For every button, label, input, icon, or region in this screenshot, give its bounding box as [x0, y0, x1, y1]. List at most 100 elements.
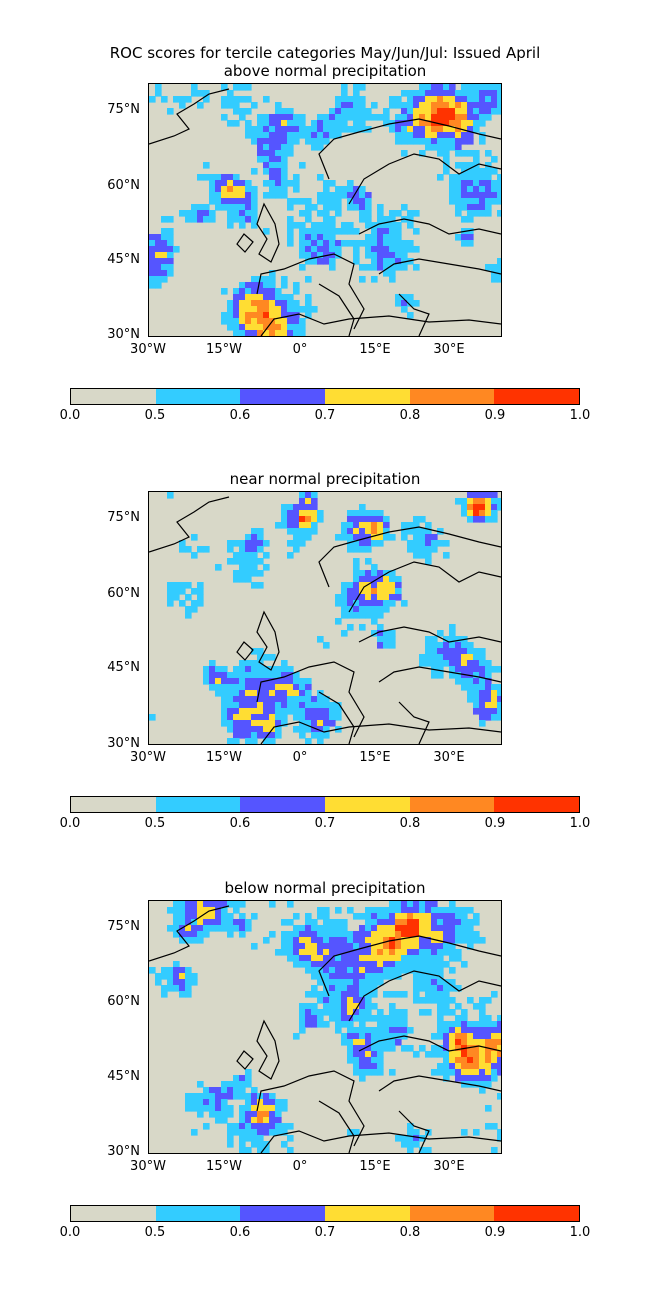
coastline	[318, 935, 501, 997]
colorbar	[70, 1205, 580, 1222]
colorbar-tick: 0.7	[314, 408, 336, 423]
colorbar-tick: 0.6	[229, 816, 251, 831]
colorbar-segment	[155, 797, 241, 812]
colorbar-tick: 0.7	[314, 816, 336, 831]
map-near-normal[interactable]	[148, 491, 502, 745]
map-above-normal[interactable]	[148, 83, 502, 337]
panel-title-below: below normal precipitation	[224, 879, 426, 897]
coastline	[256, 202, 280, 263]
coastline	[256, 1070, 365, 1147]
lat-label: 75°N	[107, 102, 140, 117]
lon-label: 30°W	[130, 342, 166, 357]
lat-label: 30°N	[107, 736, 140, 751]
lon-label: 30°W	[130, 1159, 166, 1174]
coastline	[378, 258, 501, 275]
lon-label: 15°E	[359, 1159, 391, 1174]
coastline	[256, 610, 280, 671]
lon-label: 0°	[292, 342, 308, 357]
colorbar-segment	[325, 797, 410, 812]
colorbar-segment	[71, 1206, 156, 1221]
colorbar-tick: 0.5	[144, 816, 166, 831]
figure-title-line1: ROC scores for tercile categories May/Ju…	[109, 44, 541, 62]
coastline	[256, 1019, 280, 1080]
colorbar-segment	[494, 389, 580, 404]
coastline	[348, 153, 501, 205]
lat-label: 60°N	[107, 586, 140, 601]
lat-label: 30°N	[107, 327, 140, 342]
coastline	[236, 1050, 254, 1070]
coastline	[348, 561, 501, 613]
lat-label: 45°N	[107, 660, 140, 675]
colorbar-segment	[240, 389, 326, 404]
colorbar-tick: 0.9	[484, 816, 506, 831]
colorbar-segment	[409, 1206, 495, 1221]
coastline	[398, 1110, 430, 1153]
colorbar-segment	[240, 797, 326, 812]
coastline	[256, 253, 365, 330]
coastline	[358, 626, 501, 643]
colorbar-tick: 0.9	[484, 408, 506, 423]
colorbar-tick: 0.0	[59, 1225, 81, 1240]
colorbar-segment	[409, 797, 495, 812]
colorbar-segment	[409, 389, 495, 404]
lon-label: 0°	[292, 750, 308, 765]
lon-label: 15°W	[206, 750, 242, 765]
colorbar-tick: 0.8	[399, 816, 421, 831]
colorbar-segment	[71, 389, 156, 404]
lat-label: 60°N	[107, 994, 140, 1009]
coastline	[358, 1035, 501, 1052]
coastline	[236, 233, 254, 253]
panel-title-near: near normal precipitation	[229, 470, 421, 488]
lon-label: 30°W	[130, 750, 166, 765]
roc-score-field	[149, 492, 501, 744]
colorbar-tick: 1.0	[569, 1225, 591, 1240]
roc-score-field	[149, 84, 501, 336]
colorbar	[70, 796, 580, 813]
lon-label: 0°	[292, 1159, 308, 1174]
lat-label: 45°N	[107, 1069, 140, 1084]
coastline	[398, 293, 430, 336]
coastline	[318, 118, 501, 180]
coastline	[318, 283, 355, 336]
colorbar-tick: 0.7	[314, 1225, 336, 1240]
colorbar-segment	[155, 389, 241, 404]
colorbar-tick: 0.8	[399, 1225, 421, 1240]
lon-label: 15°W	[206, 342, 242, 357]
lon-label: 15°E	[359, 342, 391, 357]
lat-label: 45°N	[107, 252, 140, 267]
lon-label: 30°E	[433, 342, 465, 357]
coastline	[318, 1100, 355, 1153]
colorbar-segment	[155, 1206, 241, 1221]
panel-title-above: above normal precipitation	[223, 62, 427, 80]
colorbar-tick: 0.0	[59, 816, 81, 831]
coastline	[236, 641, 254, 661]
colorbar-tick: 1.0	[569, 816, 591, 831]
lat-label: 60°N	[107, 178, 140, 193]
colorbar-segment	[325, 389, 410, 404]
coastline	[318, 526, 501, 588]
colorbar-tick: 0.5	[144, 1225, 166, 1240]
colorbar-tick: 0.9	[484, 1225, 506, 1240]
coastline	[378, 666, 501, 683]
coastline	[260, 1130, 501, 1153]
lat-label: 75°N	[107, 510, 140, 525]
coastline	[260, 313, 501, 336]
colorbar-segment	[325, 1206, 410, 1221]
roc-score-field	[149, 901, 501, 1153]
lon-label: 15°W	[206, 1159, 242, 1174]
lon-label: 15°E	[359, 750, 391, 765]
lat-label: 30°N	[107, 1144, 140, 1159]
coastline	[149, 496, 230, 553]
coastline	[149, 905, 230, 962]
colorbar-tick: 1.0	[569, 408, 591, 423]
coastline	[348, 970, 501, 1022]
lon-label: 30°E	[433, 1159, 465, 1174]
coastline	[149, 88, 230, 145]
lat-label: 75°N	[107, 919, 140, 934]
coastline	[256, 661, 365, 738]
map-below-normal[interactable]	[148, 900, 502, 1154]
colorbar-tick: 0.5	[144, 408, 166, 423]
colorbar-tick: 0.6	[229, 408, 251, 423]
colorbar-segment	[494, 1206, 580, 1221]
colorbar-segment	[494, 797, 580, 812]
